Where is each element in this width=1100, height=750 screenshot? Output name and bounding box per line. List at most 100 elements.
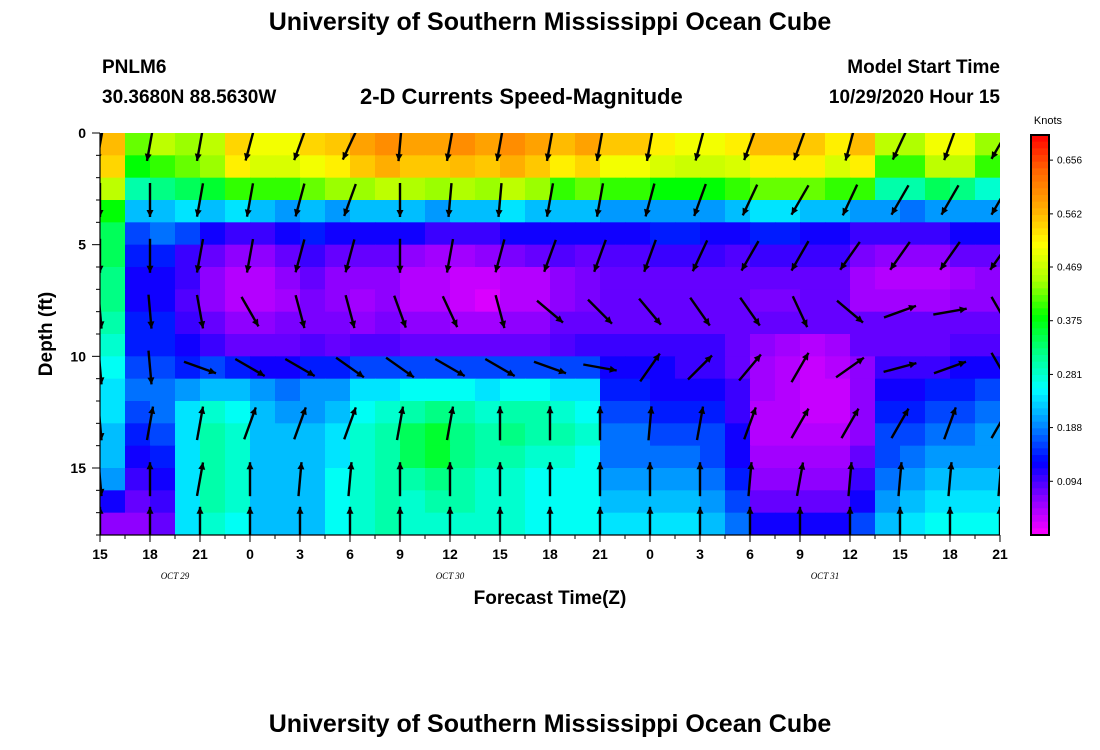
- speed-cell: [825, 200, 851, 223]
- speed-cell: [825, 334, 851, 357]
- vector-head: [147, 321, 155, 329]
- colorbar-segment: [1031, 275, 1049, 283]
- speed-cell: [250, 244, 276, 268]
- speed-cell: [900, 423, 926, 447]
- date-labels: OCT 29 OCT 30 OCT 31: [161, 571, 840, 581]
- current-vector: [891, 133, 907, 161]
- speed-cell: [150, 512, 176, 535]
- speed-cell: [650, 445, 676, 469]
- vector-head: [147, 377, 155, 385]
- station-id: PNLM6: [102, 57, 167, 78]
- speed-cell: [575, 468, 601, 491]
- speed-cell: [375, 334, 401, 357]
- date-label: OCT 31: [811, 571, 840, 581]
- current-vector: [996, 506, 1000, 535]
- speed-cell: [625, 401, 651, 424]
- colorbar-tick-label: 0.469: [1057, 263, 1082, 274]
- colorbar-segment: [1031, 195, 1049, 203]
- speed-cell: [825, 445, 851, 469]
- speed-cell: [825, 244, 851, 268]
- current-vector: [100, 183, 104, 217]
- vector-head: [856, 357, 864, 365]
- colorbar-segment: [1031, 355, 1049, 363]
- current-vector: [738, 353, 762, 382]
- colorbar-tick-label: 0.094: [1057, 477, 1082, 488]
- colorbar-segment: [1031, 261, 1049, 269]
- speed-cell: [750, 445, 776, 469]
- speed-cell: [750, 423, 776, 447]
- speed-cell: [900, 177, 926, 201]
- speed-cell: [425, 356, 451, 380]
- speed-cell: [175, 490, 201, 514]
- speed-cell: [675, 423, 701, 447]
- speed-cell: [850, 445, 876, 469]
- current-vector: [293, 133, 306, 161]
- speed-cell: [125, 490, 151, 514]
- vector-head: [445, 209, 453, 217]
- speed-cell: [675, 267, 701, 290]
- speed-cell: [750, 356, 776, 380]
- vector-head: [100, 210, 104, 217]
- speed-cell: [925, 267, 951, 290]
- speed-cell: [575, 177, 601, 201]
- speed-cell: [800, 200, 826, 223]
- speed-cell: [600, 200, 626, 223]
- vector-head: [702, 317, 710, 326]
- speed-cell: [125, 155, 151, 179]
- vector-head: [444, 265, 452, 273]
- vector-head: [991, 206, 998, 215]
- colorbar-segment: [1031, 221, 1049, 229]
- speed-cell: [375, 311, 401, 335]
- x-tick-label: 21: [192, 546, 208, 562]
- speed-cell: [625, 133, 651, 156]
- current-vector: [646, 506, 654, 535]
- speed-cell: [750, 512, 776, 535]
- speed-cell: [925, 133, 951, 156]
- speed-cell: [500, 445, 526, 469]
- speed-cell: [125, 244, 151, 268]
- speed-cell: [225, 423, 251, 447]
- speed-cell: [600, 222, 626, 246]
- speed-cell: [750, 334, 776, 357]
- vector-head: [902, 408, 909, 417]
- speed-cell: [400, 356, 426, 380]
- current-vector: [840, 408, 860, 439]
- vector-head: [294, 264, 301, 273]
- speed-cell: [325, 267, 351, 290]
- speed-cell: [650, 289, 676, 313]
- speed-cell: [975, 289, 1000, 313]
- vector-head: [897, 462, 905, 470]
- speed-cell: [700, 267, 726, 290]
- colorbar-segment: [1031, 308, 1049, 316]
- speed-cell: [325, 378, 351, 402]
- speed-cell: [375, 468, 401, 491]
- speed-cell: [875, 222, 901, 246]
- colorbar-segment: [1031, 281, 1049, 289]
- current-vector: [147, 294, 155, 329]
- speed-cell: [400, 445, 426, 469]
- speed-cell: [925, 244, 951, 268]
- current-vector: [244, 183, 255, 217]
- speed-cell: [950, 378, 976, 402]
- speed-cell: [825, 512, 851, 535]
- vector-head: [644, 208, 651, 217]
- speed-cell: [450, 468, 476, 491]
- speed-cell: [100, 289, 126, 313]
- speed-cell: [425, 334, 451, 357]
- speed-cell: [800, 445, 826, 469]
- vector-shaft: [990, 352, 1000, 370]
- speed-cell: [900, 244, 926, 268]
- speed-cell: [950, 133, 976, 156]
- current-vector: [195, 406, 206, 441]
- speed-cell: [575, 378, 601, 402]
- speed-cell: [800, 378, 826, 402]
- speed-cell: [700, 356, 726, 380]
- speed-cell: [250, 468, 276, 491]
- speed-cell: [200, 401, 226, 424]
- speed-cell: [350, 401, 376, 424]
- speed-cell: [375, 155, 401, 179]
- speed-cell: [675, 334, 701, 357]
- speed-cell: [775, 244, 801, 268]
- speed-cell: [650, 267, 676, 290]
- speed-cell: [225, 311, 251, 335]
